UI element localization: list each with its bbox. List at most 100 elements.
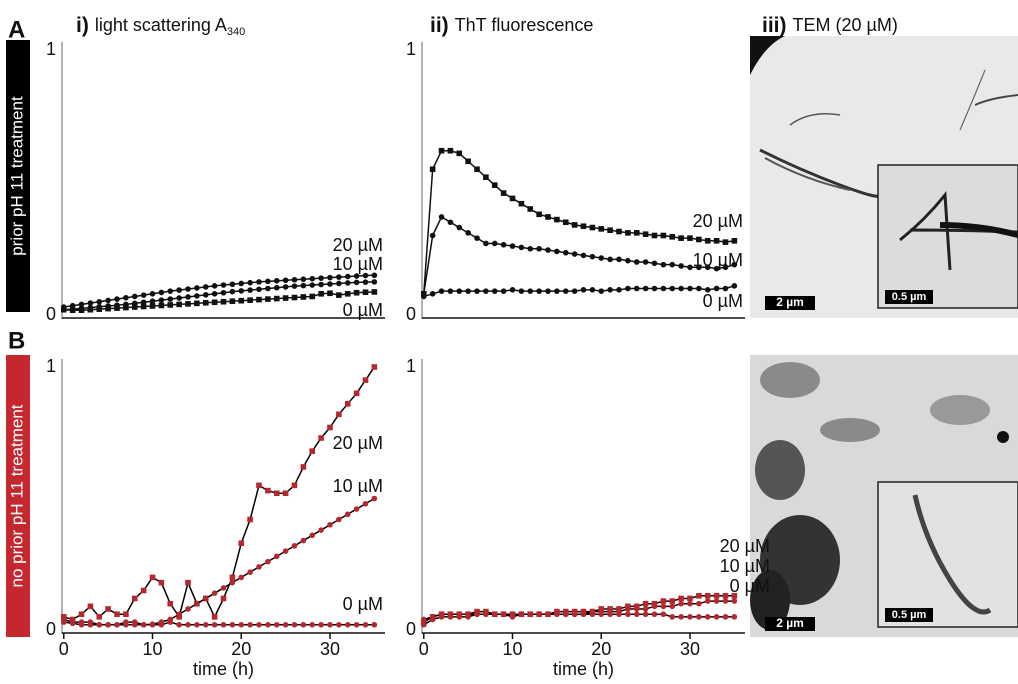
marker: [536, 288, 542, 294]
marker: [722, 593, 729, 599]
marker: [554, 288, 560, 294]
marker: [625, 257, 631, 264]
marker: [420, 293, 427, 300]
marker: [309, 293, 316, 300]
x-tick-label: 10: [142, 639, 162, 659]
marker: [69, 619, 76, 625]
marker: [291, 482, 298, 489]
marker: [273, 553, 280, 560]
marker: [545, 214, 551, 220]
marker: [282, 277, 289, 284]
marker: [713, 598, 720, 604]
marker: [220, 298, 227, 305]
marker: [474, 235, 480, 241]
marker: [238, 288, 245, 294]
marker: [704, 598, 711, 604]
marker: [562, 611, 569, 618]
marker: [265, 296, 271, 302]
marker: [176, 621, 182, 628]
marker: [353, 390, 360, 397]
marker: [149, 303, 156, 309]
marker: [536, 245, 542, 252]
marker: [500, 611, 507, 618]
marker: [625, 285, 631, 292]
marker: [456, 224, 463, 231]
marker: [491, 288, 498, 294]
marker: [527, 611, 534, 618]
series-label: 0 µM: [730, 576, 770, 596]
marker: [651, 603, 658, 610]
marker: [273, 490, 280, 497]
marker: [265, 285, 271, 292]
marker: [353, 279, 360, 286]
marker: [291, 283, 298, 289]
marker: [167, 302, 174, 308]
marker: [327, 281, 333, 287]
x-tick-label: 10: [502, 639, 522, 659]
title-text: TEM (20 µM): [793, 15, 898, 35]
marker: [353, 289, 360, 296]
marker: [722, 598, 729, 604]
marker: [327, 274, 333, 281]
marker: [300, 621, 307, 628]
marker: [669, 598, 676, 604]
marker: [194, 285, 200, 291]
marker: [220, 595, 227, 602]
marker: [131, 619, 138, 625]
marker: [678, 235, 684, 241]
marker: [509, 611, 516, 618]
marker: [696, 593, 702, 599]
marker: [158, 579, 165, 586]
marker: [562, 249, 569, 256]
marker: [327, 522, 333, 528]
marker: [722, 239, 729, 245]
marker: [704, 264, 711, 271]
marker: [589, 287, 596, 293]
marker: [607, 287, 613, 293]
marker: [651, 285, 658, 292]
marker: [362, 621, 369, 628]
marker: [438, 611, 445, 618]
marker: [447, 288, 454, 294]
marker: [465, 611, 471, 618]
series-label: 10 µM: [720, 556, 770, 576]
marker: [731, 238, 738, 244]
marker: [273, 284, 280, 291]
marker: [318, 527, 324, 533]
tem-image: 2 µm 0.5 µm: [750, 36, 1018, 318]
marker: [185, 579, 191, 586]
series-label: 0 µM: [343, 300, 383, 320]
marker: [291, 276, 298, 283]
marker: [273, 295, 280, 302]
marker: [353, 273, 360, 279]
marker: [678, 595, 684, 602]
marker: [327, 621, 333, 628]
marker: [536, 611, 542, 618]
marker: [336, 292, 342, 298]
x-tick-label: 20: [591, 639, 611, 659]
marker: [211, 590, 218, 596]
y-tick-label: 1: [46, 39, 56, 59]
marker: [140, 303, 147, 310]
marker: [678, 614, 684, 620]
scale-bar-label: 0.5 µm: [892, 291, 927, 303]
marker: [185, 606, 191, 612]
marker: [238, 621, 245, 628]
marker: [713, 238, 720, 244]
marker: [704, 614, 711, 620]
marker: [265, 621, 271, 628]
marker: [114, 611, 120, 618]
marker: [362, 272, 369, 279]
marker: [678, 263, 684, 269]
row-label: prior pH 11 treatment: [7, 96, 26, 256]
marker: [362, 289, 369, 296]
marker: [318, 291, 324, 297]
marker: [625, 611, 631, 618]
marker: [282, 621, 289, 628]
marker: [633, 606, 640, 612]
marker: [607, 256, 613, 263]
marker: [456, 150, 463, 157]
marker: [282, 295, 289, 301]
marker: [247, 287, 253, 293]
marker: [429, 614, 436, 620]
